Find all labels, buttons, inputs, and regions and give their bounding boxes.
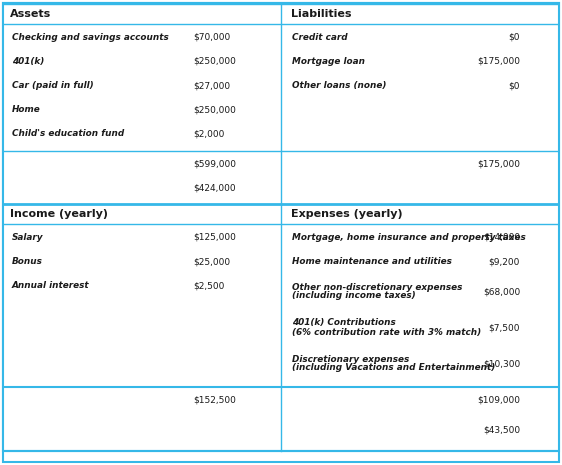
Bar [8,275,183,296]
Text: $70,000: $70,000 [193,33,230,42]
Bar [8,154,183,175]
Text: (6% contribution rate with 3% match): (6% contribution rate with 3% match) [292,327,481,337]
Bar [288,311,510,344]
Bar [8,390,183,411]
Text: $43,500: $43,500 [483,426,520,435]
Text: $7,500: $7,500 [488,323,520,332]
Text: Annual Cash Savings Contribution: Annual Cash Savings Contribution [292,421,480,431]
Text: Total Expenses/Investments: Total Expenses/Investments [292,396,445,405]
Text: (including Vacations and Entertainment): (including Vacations and Entertainment) [292,364,495,372]
Text: $0: $0 [509,33,520,42]
Text: $250,000: $250,000 [193,105,236,114]
Bar [288,251,510,272]
Text: Other non-discretionary expenses: Other non-discretionary expenses [292,283,463,292]
Text: $424,000: $424,000 [193,184,235,193]
Bar [8,251,183,272]
Text: $0: $0 [509,81,520,90]
Text: $27,000: $27,000 [193,81,230,90]
Text: Other loans (none): Other loans (none) [292,81,387,90]
Text: $125,000: $125,000 [193,233,236,242]
Text: Child's education fund: Child's education fund [12,129,124,138]
Text: $25,000: $25,000 [193,257,230,266]
Bar [288,390,510,411]
Text: $175,000: $175,000 [477,160,520,169]
Text: Mortgage, home insurance and property taxes: Mortgage, home insurance and property ta… [292,233,525,242]
Text: $599,000: $599,000 [193,160,236,169]
Text: Home: Home [12,105,41,114]
Bar [288,347,510,380]
Text: $152,500: $152,500 [193,396,236,405]
Bar [288,414,510,447]
Text: Credit card: Credit card [292,33,348,42]
Text: $68,000: $68,000 [483,287,520,296]
Text: $2,000: $2,000 [193,129,224,138]
Bar [8,178,183,199]
Text: (including house fund): (including house fund) [292,430,417,440]
Bar [288,51,510,72]
Bar [8,227,183,248]
Text: Car (paid in full): Car (paid in full) [12,81,94,90]
Text: Bonus: Bonus [12,257,43,266]
Text: Salary: Salary [12,233,43,242]
Bar [288,75,510,96]
Text: (including income taxes): (including income taxes) [292,292,416,300]
Text: $14,000: $14,000 [483,233,520,242]
Text: Discretionary expenses: Discretionary expenses [292,354,409,364]
Bar [8,123,183,144]
Text: Income (yearly): Income (yearly) [10,209,108,219]
Bar [288,227,510,248]
Text: Checking and savings accounts: Checking and savings accounts [12,33,169,42]
Text: $10,300: $10,300 [483,359,520,368]
Text: 401(k): 401(k) [12,57,44,66]
Text: $109,000: $109,000 [477,396,520,405]
Bar [288,154,510,175]
Text: $250,000: $250,000 [193,57,236,66]
Text: Annual interest: Annual interest [12,281,89,290]
Text: 401(k) Contributions: 401(k) Contributions [292,319,396,327]
Text: Liabilities: Liabilities [291,9,351,19]
Text: Net Worth: Net Worth [12,184,68,193]
Text: $175,000: $175,000 [477,57,520,66]
Bar [8,75,183,96]
Text: Expenses (yearly): Expenses (yearly) [291,209,402,219]
Text: $2,500: $2,500 [193,281,224,290]
Text: Total Assets: Total Assets [12,159,78,170]
Bar [288,275,510,308]
Text: Mortgage loan: Mortgage loan [292,57,365,66]
Bar [8,27,183,48]
Text: Total Income: Total Income [12,396,81,405]
Text: Assets: Assets [10,9,51,19]
Bar [8,99,183,120]
Text: Home maintenance and utilities: Home maintenance and utilities [292,257,452,266]
Bar [288,27,510,48]
Text: Total Liabilities: Total Liabilities [292,159,377,170]
Bar [8,51,183,72]
Text: $9,200: $9,200 [488,257,520,266]
